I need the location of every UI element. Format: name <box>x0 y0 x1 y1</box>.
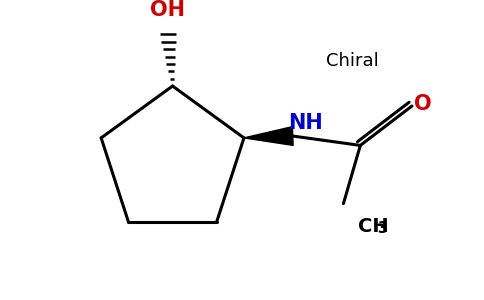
Text: O: O <box>414 94 432 114</box>
Text: OH: OH <box>151 0 185 20</box>
Polygon shape <box>244 127 293 146</box>
Text: NH: NH <box>288 113 323 133</box>
Text: Chiral: Chiral <box>326 52 379 70</box>
Text: CH: CH <box>359 217 389 236</box>
Text: 3: 3 <box>377 221 387 236</box>
